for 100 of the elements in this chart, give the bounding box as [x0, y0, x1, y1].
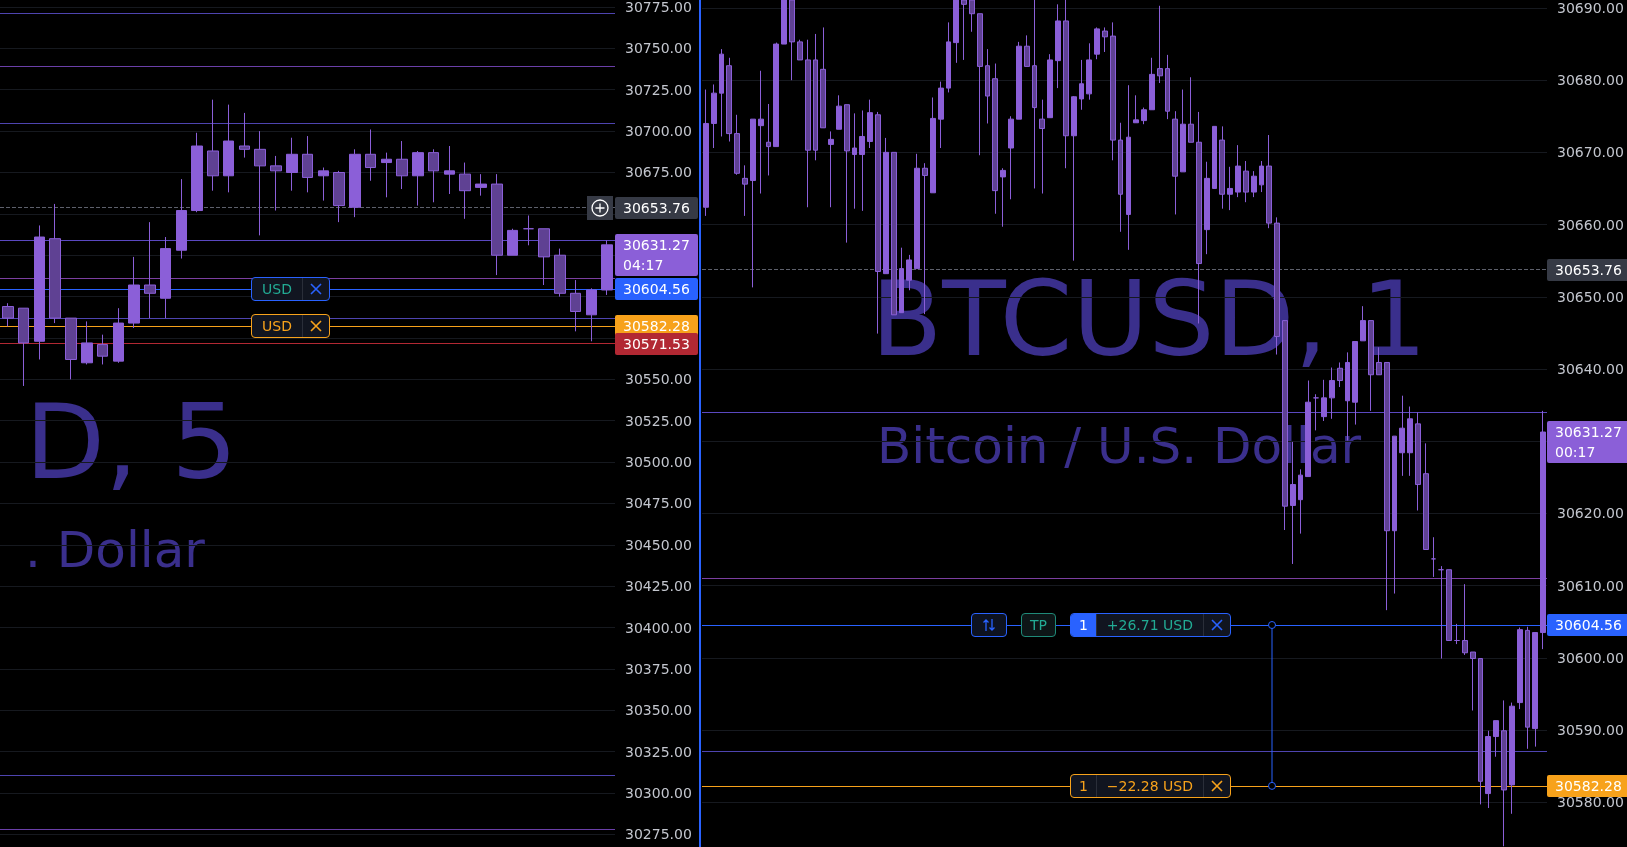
candlestick	[18, 307, 29, 387]
y-tick-label: 30675.00	[625, 164, 692, 181]
y-tick-label: 30600.00	[1557, 649, 1624, 666]
candlestick	[1000, 167, 1006, 228]
y-tick-label: 30550.00	[625, 371, 692, 388]
candlestick	[859, 109, 865, 212]
candlestick	[1446, 569, 1452, 641]
candlestick	[946, 21, 951, 93]
candlestick	[1321, 379, 1327, 422]
candlestick	[836, 94, 842, 130]
y-tick-label: 30775.00	[625, 0, 692, 15]
candlestick	[758, 70, 764, 195]
candlestick	[1118, 122, 1123, 233]
candlestick	[1415, 411, 1421, 512]
candlestick	[34, 224, 45, 360]
candlestick	[601, 239, 613, 296]
candlestick	[586, 287, 597, 342]
y-tick-label: 30700.00	[625, 123, 692, 140]
candlestick	[333, 170, 345, 223]
candlestick	[1227, 166, 1233, 211]
ref-line-label: 30604.56	[615, 278, 698, 301]
candlestick	[365, 128, 376, 182]
candlestick	[1110, 21, 1116, 161]
candlestick	[538, 228, 550, 286]
candlestick	[742, 164, 748, 217]
ref-line-label: 30653.76	[615, 196, 698, 219]
candlestick	[270, 155, 282, 212]
candlestick	[1219, 125, 1225, 210]
y-tick-label: 30650.00	[1557, 288, 1624, 305]
y-tick-label: 30375.00	[625, 660, 692, 677]
candlestick	[1337, 361, 1343, 388]
y-tick-label: 30275.00	[625, 826, 692, 843]
order-tag: USD	[251, 277, 330, 302]
candlestick	[1407, 406, 1413, 477]
candlestick	[1329, 367, 1335, 420]
candlestick	[711, 83, 717, 149]
y-tick-label: 30725.00	[625, 81, 692, 98]
candlestick	[1360, 305, 1366, 342]
y-tick-label: 30500.00	[625, 454, 692, 471]
order-tag: USD	[251, 313, 330, 338]
candlestick	[207, 99, 219, 192]
candlestick	[734, 114, 740, 176]
candlestick	[1063, 0, 1069, 169]
candlestick	[813, 33, 818, 161]
candlestick	[961, 0, 967, 61]
candlestick	[1165, 54, 1170, 120]
candlestick	[703, 89, 709, 217]
candlestick	[781, 0, 787, 45]
candlestick	[318, 167, 329, 202]
candlestick	[985, 48, 990, 124]
candlestick	[1212, 125, 1217, 189]
candlestick	[2, 302, 14, 327]
candlestick	[914, 153, 920, 270]
ref-line-label: 30604.56	[1547, 613, 1627, 636]
candlestick	[1235, 144, 1241, 198]
ref-line-label: 30653.76	[1547, 258, 1627, 281]
candlestick	[750, 118, 756, 288]
candlestick	[1266, 134, 1272, 229]
candlestick	[1532, 632, 1538, 748]
candlestick	[176, 178, 187, 260]
annotation: −22.28 USD	[1105, 776, 1194, 796]
candlestick	[1399, 395, 1405, 477]
candlestick	[1478, 658, 1483, 805]
candlestick	[223, 104, 234, 193]
candlestick	[1079, 59, 1084, 111]
annotation: 1	[1070, 774, 1097, 797]
candlestick	[1501, 699, 1507, 847]
candlestick	[1039, 99, 1045, 195]
candlestick	[1298, 468, 1303, 535]
candlestick	[1188, 76, 1194, 143]
candlestick	[820, 26, 826, 129]
y-tick-label: 30580.00	[1557, 794, 1624, 811]
candlestick	[1008, 115, 1014, 200]
candlestick	[459, 162, 471, 220]
candlestick	[1204, 161, 1210, 255]
candlestick	[1438, 565, 1444, 660]
candlestick	[302, 135, 313, 193]
candlestick	[789, 0, 795, 81]
candlestick	[1259, 160, 1264, 193]
candlestick	[1071, 95, 1077, 262]
candlestick	[570, 279, 581, 332]
y-tick-label: 30670.00	[1557, 144, 1624, 161]
y-tick-label: 30680.00	[1557, 72, 1624, 89]
annotation: TP	[1020, 612, 1056, 637]
candlestick	[1509, 702, 1515, 815]
candlestick	[428, 148, 439, 203]
y-tick-label: 30350.00	[625, 702, 692, 719]
candlestick	[1055, 3, 1061, 89]
candlestick	[286, 137, 298, 192]
y-tick-label: 30400.00	[625, 619, 692, 636]
candlestick	[1470, 651, 1476, 712]
candlestick	[953, 0, 959, 64]
y-tick-label: 30525.00	[625, 412, 692, 429]
candlestick	[491, 173, 503, 276]
y-tick-label: 30660.00	[1557, 216, 1624, 233]
candlestick	[1149, 57, 1155, 111]
candlestick	[1352, 341, 1358, 426]
candlestick	[1493, 720, 1499, 758]
candlestick	[1243, 160, 1249, 203]
candlestick	[852, 112, 857, 210]
